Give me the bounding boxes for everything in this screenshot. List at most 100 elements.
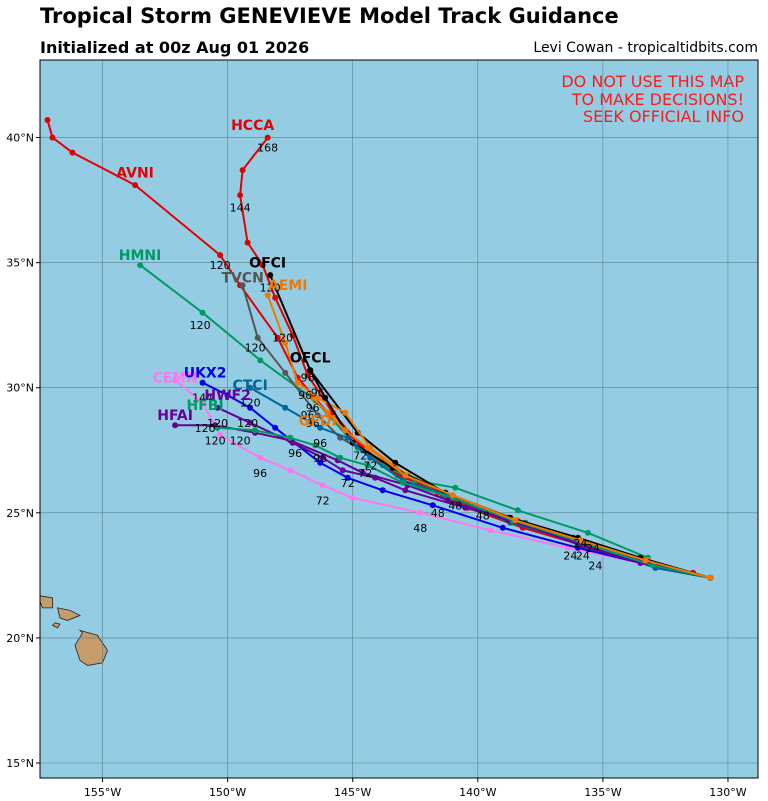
hour-label: 72 <box>316 494 330 507</box>
track-point <box>399 479 406 486</box>
init-time: Initialized at 00z Aug 01 2026 <box>40 38 310 57</box>
track-point <box>487 527 494 534</box>
track-point <box>449 492 456 499</box>
track-point <box>264 134 271 141</box>
hour-label: 96 <box>253 467 267 480</box>
hour-label: 24 <box>588 559 602 572</box>
track-point <box>342 427 349 434</box>
track-point <box>274 334 281 341</box>
track-point <box>252 427 259 434</box>
track-point <box>259 262 266 269</box>
lat-lon-grid <box>40 60 758 778</box>
model-label-hcca: HCCA <box>231 118 274 134</box>
track-point <box>172 422 179 429</box>
track-point <box>239 167 246 174</box>
hour-label: 96 <box>298 389 312 402</box>
track-point <box>287 434 294 441</box>
hour-label: 144 <box>230 202 251 215</box>
track-point <box>237 192 244 199</box>
hour-label: 96 <box>313 452 327 465</box>
track-point <box>342 409 349 416</box>
track-point <box>282 339 289 346</box>
model-label-hmni: HMNI <box>119 248 162 264</box>
track-point <box>257 454 264 461</box>
lon-tick-label: 135°W <box>584 786 621 799</box>
track-point <box>319 482 326 489</box>
track-line <box>202 381 711 579</box>
lat-tick-label: 25°N <box>6 507 34 520</box>
track-point <box>304 372 311 379</box>
track-point <box>132 182 139 189</box>
lat-tick-label: 20°N <box>6 632 34 645</box>
hour-label: 96 <box>306 417 320 430</box>
track-point <box>267 272 274 279</box>
hour-label: 120 <box>210 259 231 272</box>
axis-labels: 155°W 150°W 145°W 140°W 135°W 130°W 15°N 20°N 25… <box>6 132 747 799</box>
track-point <box>367 454 374 461</box>
model-label-ctci: CTCI <box>232 378 267 394</box>
track-point <box>224 392 231 399</box>
hour-labels: 1681441201201201201209614496724812012012… <box>190 142 603 573</box>
hour-label: 72 <box>353 449 367 462</box>
hour-label: 48 <box>476 509 490 522</box>
track-point <box>254 334 261 341</box>
hour-label: 120 <box>207 417 228 430</box>
track-point <box>214 424 221 431</box>
track-point <box>247 404 254 411</box>
warning-line-1: DO NOT USE THIS MAP <box>561 72 744 91</box>
track-point <box>217 252 224 259</box>
track-point <box>349 494 356 501</box>
hour-label: 48 <box>413 522 427 535</box>
track-point <box>44 117 51 123</box>
hour-label: 120 <box>260 282 281 295</box>
model-label-ofci: OFCI <box>249 256 286 272</box>
hour-label: 168 <box>257 142 278 155</box>
track-point <box>314 394 321 401</box>
hour-label: 120 <box>240 397 261 410</box>
hour-label: 96 <box>306 402 320 415</box>
model-tracks <box>44 117 714 581</box>
island <box>40 595 53 609</box>
hour-label: 48 <box>448 499 462 512</box>
hour-label: 72 <box>363 459 377 472</box>
track-point <box>512 517 519 524</box>
track-point <box>282 404 289 411</box>
hour-label: 24 <box>563 549 577 562</box>
track-point <box>324 409 331 416</box>
lon-tick-label: 155°W <box>84 786 121 799</box>
track-point <box>649 562 656 569</box>
track-point <box>314 412 321 419</box>
track-point <box>69 149 76 156</box>
track-line <box>311 396 711 579</box>
track-point <box>577 537 584 544</box>
track-point <box>642 557 649 564</box>
hour-label: 72 <box>341 477 355 490</box>
hour-label: 120 <box>205 434 226 447</box>
track-point <box>364 444 371 451</box>
track-point <box>272 424 279 431</box>
track-point <box>247 384 254 391</box>
hour-label: 120 <box>272 332 293 345</box>
model-label-hfbi: HFBI <box>187 398 224 414</box>
credit-text: Levi Cowan - tropicaltidbits.com <box>533 40 758 56</box>
model-label-ofcl: OFCL <box>290 351 331 367</box>
track-point <box>199 379 206 386</box>
hour-label: 24 <box>573 537 587 550</box>
warning-text: DO NOT USE THIS MAP TO MAKE DECISIONS! S… <box>561 72 744 126</box>
model-label-gfdi: GFDI <box>299 413 337 429</box>
track-point <box>379 487 386 494</box>
track-point <box>359 469 366 476</box>
hour-label: 48 <box>431 507 445 520</box>
hour-label: 120 <box>237 417 258 430</box>
track-point <box>514 507 521 514</box>
model-label-cemn: CEMN <box>152 371 198 387</box>
track-point <box>319 454 326 461</box>
track-line <box>217 426 711 579</box>
warning-line-3: SEEK OFFICIAL INFO <box>583 107 744 126</box>
hour-label: 120 <box>195 422 216 435</box>
track-point <box>337 454 344 461</box>
track-point <box>282 369 289 376</box>
hawaii-islands <box>40 595 108 666</box>
